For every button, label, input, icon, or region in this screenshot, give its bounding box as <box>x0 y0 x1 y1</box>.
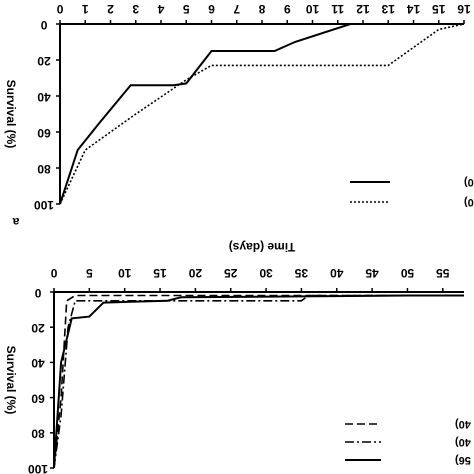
y-tick-label: 60 <box>31 391 45 405</box>
x-tick-label: 13 <box>381 2 395 16</box>
panel-a: 0 1 2 3 4 5 6 7 8 9 10 11 12 13 14 15 16020406080100Surv… <box>4 2 474 254</box>
y-axis-label: Survival (%) <box>4 346 18 415</box>
x-tick-label: 15 <box>153 266 167 280</box>
x-tick-label: 11 <box>331 2 344 16</box>
x-tick-label: 55 <box>436 266 450 280</box>
y-tick-label: 40 <box>31 356 45 370</box>
y-tick-label: 100 <box>34 198 54 212</box>
x-tick-label: 0 <box>56 2 63 16</box>
y-tick-label: 40 <box>37 90 51 104</box>
x-tick-label: 10 <box>118 266 132 280</box>
x-tick-label: 25 <box>224 266 238 280</box>
y-tick-label: 80 <box>37 162 51 176</box>
x-tick-label: 0 <box>50 266 57 280</box>
legend-label: 27 °C (n = 40) <box>455 436 474 448</box>
y-tick-label: 60 <box>37 126 51 140</box>
x-tick-label: 40 <box>330 266 344 280</box>
x-tick-label: 7 <box>233 2 240 16</box>
legend-label: 30 °C (n = 40) <box>455 418 474 430</box>
x-tick-label: 9 <box>284 2 291 16</box>
x-tick-label: 30 <box>259 266 273 280</box>
series-line-1 <box>59 23 464 205</box>
x-tick-label: 10 <box>306 2 320 16</box>
x-tick-label: 6 <box>208 2 215 16</box>
legend-label: 30 °C (n = 30) <box>464 176 474 188</box>
y-tick-label: 80 <box>31 427 45 441</box>
legend-label: 25 °C (n = 30) <box>464 196 474 208</box>
y-tick-label: 20 <box>37 54 51 68</box>
legend-label: 21 °C (n = 56) <box>455 454 474 466</box>
y-tick-label: 0 <box>40 18 47 32</box>
panel-label: a <box>12 215 19 229</box>
x-tick-label: 1 <box>82 2 89 16</box>
y-tick-label: 20 <box>31 321 45 335</box>
x-tick-label: 14 <box>407 2 421 16</box>
x-tick-label: 45 <box>365 266 379 280</box>
y-axis-label: Survival (%) <box>4 80 18 149</box>
x-tick-label: 3 <box>132 2 139 16</box>
x-tick-label: 12 <box>356 2 370 16</box>
x-tick-label: 5 <box>183 2 190 16</box>
y-tick-label: 100 <box>28 462 48 474</box>
x-tick-label: 50 <box>400 266 414 280</box>
x-tick-label: 20 <box>188 266 202 280</box>
y-tick-label: 0 <box>34 286 41 300</box>
series-line-3 <box>53 294 464 469</box>
x-tick-label: 35 <box>294 266 308 280</box>
x-tick-label: 15 <box>432 2 446 16</box>
series-line-1 <box>53 294 464 469</box>
x-tick-label: 16 <box>457 2 471 16</box>
x-tick-label: 2 <box>107 2 114 16</box>
x-tick-label: 4 <box>157 2 164 16</box>
panel-b: 0 5 10 15 20 25 30 35 40 45 50 55 0 20 40 60 80 100 Surviv… <box>4 266 474 474</box>
x-tick-label: 8 <box>258 2 265 16</box>
x-tick-label: 5 <box>86 266 93 280</box>
x-axis-label: Time (days) <box>229 240 295 254</box>
series-line-2 <box>53 294 464 469</box>
